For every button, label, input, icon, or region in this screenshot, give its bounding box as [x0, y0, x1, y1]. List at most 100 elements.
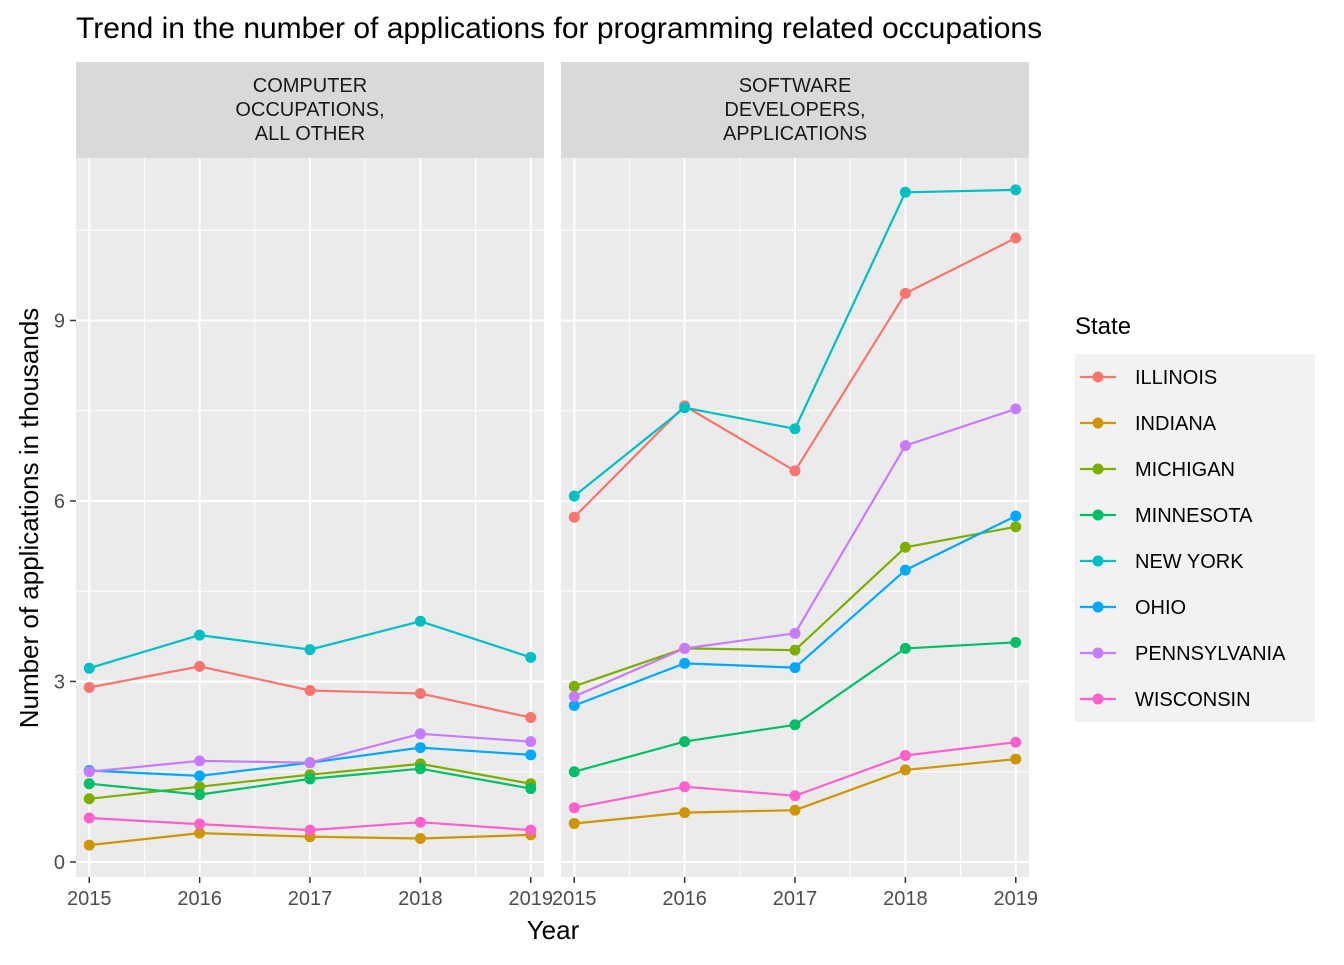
data-point	[899, 287, 911, 299]
legend-item-minnesota: MINNESOTA	[1075, 494, 1253, 536]
legend-item-wisconsin: WISCONSIN	[1075, 678, 1251, 720]
data-point	[194, 827, 206, 839]
data-point	[194, 789, 206, 801]
data-point	[194, 818, 206, 830]
y-tick-label: 0	[54, 852, 65, 874]
series-new-york	[83, 615, 537, 674]
data-point	[304, 757, 316, 769]
data-point	[1010, 736, 1022, 748]
legend-item-pennsylvania: PENNSYLVANIA	[1075, 632, 1286, 674]
data-point	[414, 687, 426, 699]
data-point	[83, 681, 95, 693]
legend-key-point	[1092, 417, 1104, 429]
data-point	[194, 755, 206, 767]
x-tick-label: 2019	[509, 888, 554, 910]
legend: ILLINOIS INDIANA MICHIGAN MINNESOTA NEW YORK…	[1075, 354, 1315, 722]
data-point	[568, 700, 580, 712]
data-point	[679, 642, 691, 654]
x-tick-label: 2018	[883, 888, 928, 910]
data-point	[789, 465, 801, 477]
data-point	[525, 749, 537, 761]
data-point	[1010, 232, 1022, 244]
data-point	[789, 790, 801, 802]
legend-label: OHIO	[1135, 597, 1186, 619]
data-point	[1010, 184, 1022, 196]
data-point	[568, 802, 580, 814]
data-point	[679, 807, 691, 819]
data-point	[83, 766, 95, 778]
data-point	[414, 763, 426, 775]
x-tick-label: 2015	[67, 888, 112, 910]
data-point	[899, 564, 911, 576]
legend-key-point	[1092, 647, 1104, 659]
data-point	[194, 660, 206, 672]
data-point	[304, 684, 316, 696]
y-tick-label: 6	[54, 491, 65, 513]
data-point	[1010, 521, 1022, 533]
data-point	[414, 816, 426, 828]
data-point	[194, 770, 206, 782]
data-point	[83, 839, 95, 851]
data-point	[568, 511, 580, 523]
series-pennsylvania	[83, 728, 537, 778]
legend-item-indiana: INDIANA	[1075, 402, 1217, 444]
series-wisconsin	[568, 736, 1022, 814]
x-tick-label: 2015	[552, 888, 597, 910]
data-point	[525, 783, 537, 795]
data-point	[304, 773, 316, 785]
facet-strip-label: DEVELOPERS,	[724, 99, 865, 121]
data-point	[414, 728, 426, 740]
legend-label: MICHIGAN	[1135, 459, 1235, 481]
legend-key-point	[1092, 509, 1104, 521]
facet-strip	[561, 62, 1029, 158]
legend-key-point	[1092, 371, 1104, 383]
legend-label: MINNESOTA	[1135, 505, 1253, 527]
data-point	[414, 742, 426, 754]
series-ohio	[568, 510, 1022, 712]
legend-key-point	[1092, 693, 1104, 705]
legend-item-ohio: OHIO	[1075, 586, 1186, 628]
facet-strip-label: APPLICATIONS	[723, 123, 867, 145]
facet-strip-label: OCCUPATIONS,	[235, 99, 384, 121]
data-point	[83, 778, 95, 790]
y-tick-label: 3	[54, 671, 65, 693]
series-wisconsin	[83, 812, 537, 836]
data-point	[899, 186, 911, 198]
data-point	[1010, 636, 1022, 648]
legend-key-point	[1092, 463, 1104, 475]
data-point	[679, 736, 691, 748]
data-point	[899, 541, 911, 553]
data-point	[194, 629, 206, 641]
data-point	[789, 423, 801, 435]
data-point	[83, 812, 95, 824]
data-point	[899, 440, 911, 452]
legend-label: WISCONSIN	[1135, 689, 1251, 711]
facet-strip-label: ALL OTHER	[255, 123, 365, 145]
series-minnesota	[83, 763, 537, 801]
series-indiana	[568, 753, 1022, 829]
data-point	[304, 824, 316, 836]
data-point	[789, 627, 801, 639]
data-point	[899, 764, 911, 776]
x-tick-label: 2016	[662, 888, 707, 910]
data-point	[525, 712, 537, 724]
data-point	[789, 719, 801, 731]
data-point	[679, 402, 691, 414]
x-tick-label: 2019	[994, 888, 1039, 910]
data-point	[525, 736, 537, 748]
legend-title: State	[1075, 313, 1131, 340]
data-point	[568, 766, 580, 778]
x-tick-label: 2017	[773, 888, 818, 910]
data-point	[789, 804, 801, 816]
data-point	[525, 824, 537, 836]
legend-label: NEW YORK	[1135, 551, 1244, 573]
data-point	[414, 832, 426, 844]
legend-key-point	[1092, 601, 1104, 613]
x-tick-label: 2017	[288, 888, 333, 910]
data-point	[304, 644, 316, 656]
x-axis-label: Year	[527, 915, 580, 945]
series-illinois	[83, 660, 537, 724]
